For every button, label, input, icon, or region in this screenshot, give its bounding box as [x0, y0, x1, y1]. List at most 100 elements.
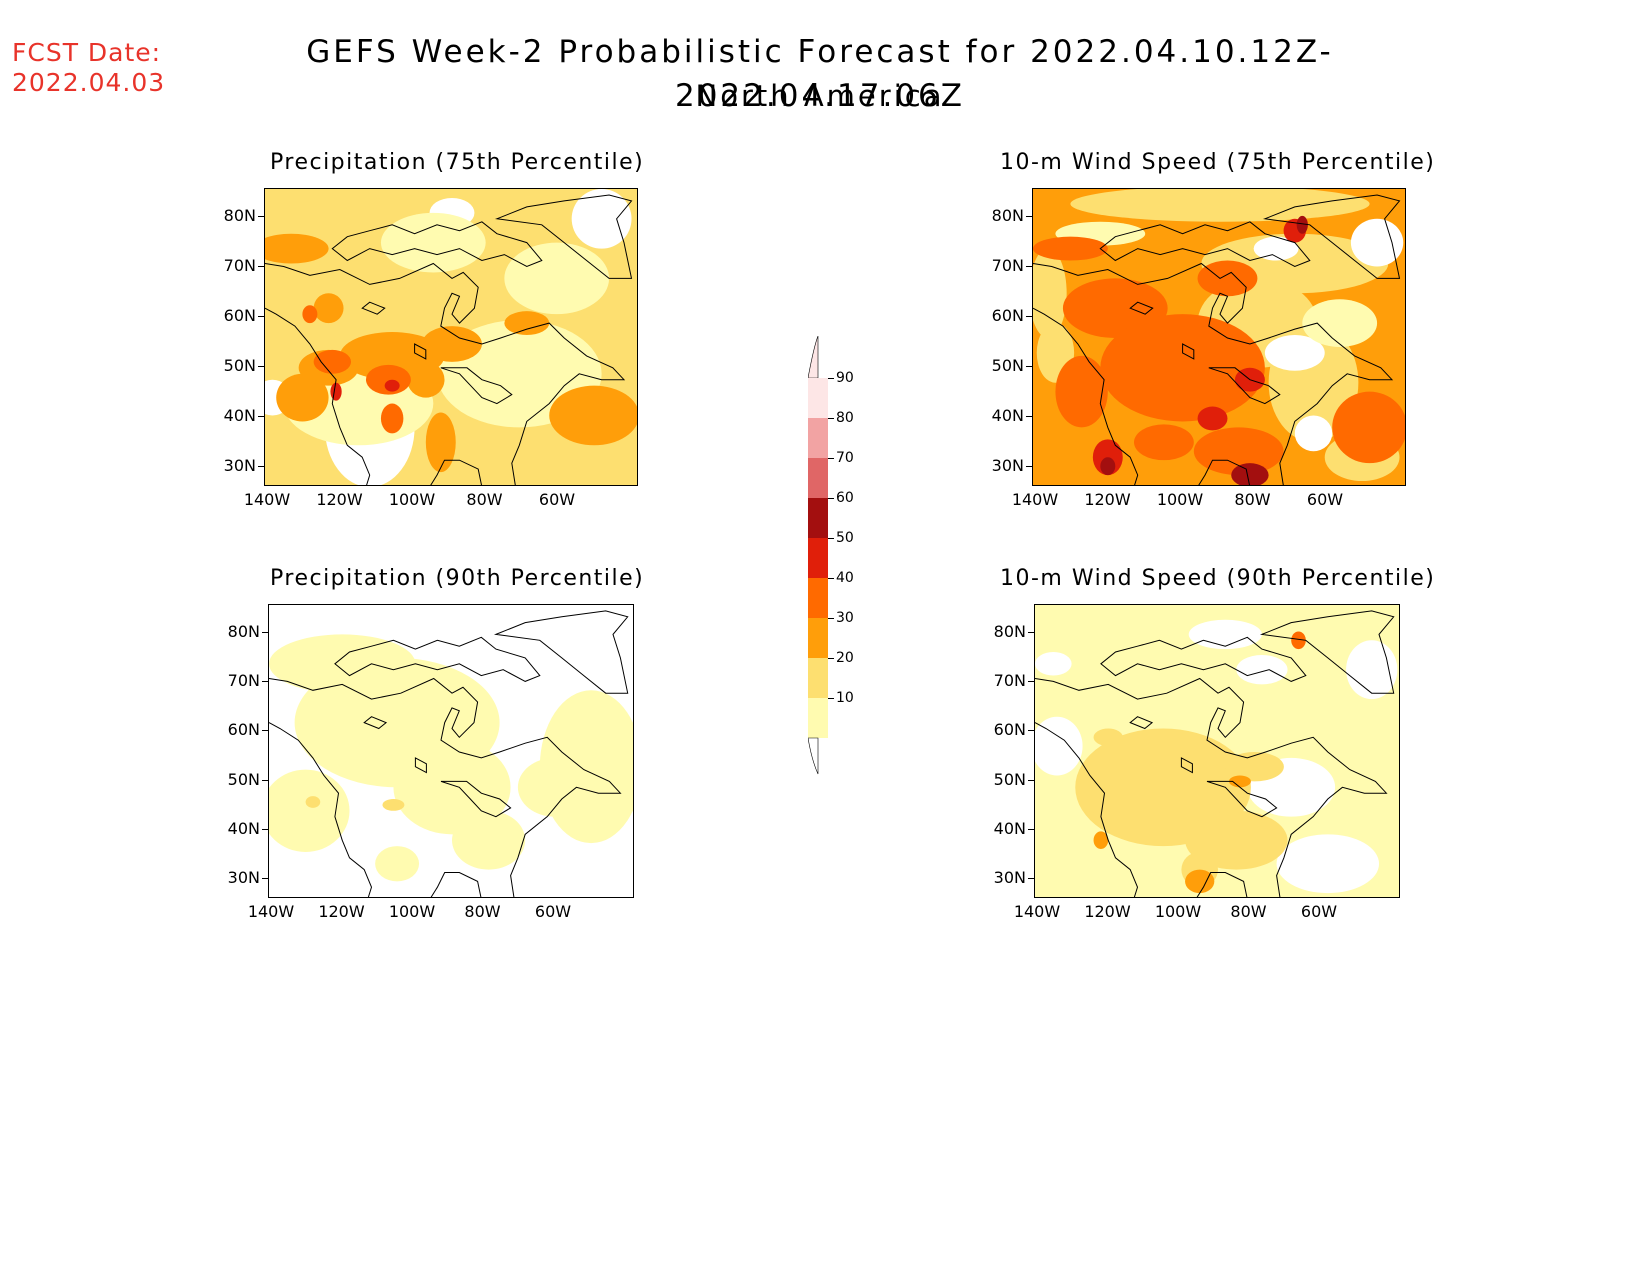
lon-tick-label: 80W [1234, 490, 1271, 509]
lon-tick-label: 120W [318, 902, 365, 921]
coastline [265, 262, 626, 485]
probability-contour-region [313, 349, 352, 374]
lat-tick-label: 40N [223, 406, 256, 425]
probability-contour-region [1350, 218, 1404, 267]
probability-contour-region [1225, 752, 1284, 782]
lon-tick-label: 140W [1013, 902, 1061, 921]
probability-contour-region [384, 379, 400, 392]
probability-contour-region [1296, 215, 1308, 234]
colorbar-label: 80 [836, 410, 854, 426]
lat-tick [258, 416, 264, 417]
lat-tick [1028, 730, 1034, 732]
lat-tick [1026, 366, 1032, 367]
great-lakes [361, 301, 513, 405]
lon-tick-label: 80W [466, 490, 503, 509]
probability-contour-region [1133, 424, 1194, 461]
lat-tick [1026, 266, 1032, 267]
lon-tick-label: 100W [1154, 902, 1202, 921]
probability-contour-region [365, 364, 411, 395]
lon-tick-label: 120W [1084, 902, 1131, 921]
lat-tick-label: 50N [227, 769, 260, 789]
map-wind-75 [1032, 188, 1406, 486]
colorbar-bottom-cap [808, 737, 819, 775]
fcst-label: FCST Date: [12, 38, 162, 67]
colorbar-segment [808, 538, 828, 578]
probability-contour-region [1332, 391, 1405, 464]
lon-tick-label: 80W [464, 902, 501, 921]
probability-contour-region [504, 311, 550, 336]
probability-contour-region [1236, 654, 1288, 685]
probability-contour-region [407, 361, 445, 398]
great-lakes [1129, 716, 1278, 818]
probability-contour-region [425, 412, 456, 473]
probability-contour-region [382, 799, 405, 811]
lat-tick [1028, 828, 1034, 830]
colorbar-segment [808, 578, 828, 618]
lat-tick-label: 40N [991, 406, 1024, 425]
lat-tick [258, 316, 264, 317]
probability-contour-region [1193, 427, 1284, 476]
probability-contour-region [1228, 775, 1251, 788]
lat-tick-label: 70N [227, 671, 260, 691]
probability-contour-region [1035, 716, 1083, 776]
arctic-islands [331, 194, 633, 279]
lat-tick-label: 60N [991, 306, 1024, 325]
colorbar-label: 40 [836, 570, 854, 586]
map-precip-90 [268, 604, 634, 898]
lat-tick-label: 70N [993, 671, 1026, 691]
lat-tick-label: 40N [993, 818, 1026, 838]
probability-contour-region [269, 769, 350, 852]
probability-contour-region [1276, 834, 1380, 894]
colorbar-segment [808, 498, 828, 538]
forecast-date-label: FCST Date: 2022.04.03 [12, 38, 165, 98]
lat-tick [1028, 681, 1034, 683]
probability-contour-region [302, 305, 318, 324]
lon-tick-label: 100W [1156, 490, 1204, 509]
probability-contour-region [422, 326, 482, 362]
probability-contour-region [452, 810, 526, 870]
main-title: GEFS Week-2 Probabilistic Forecast for 2… [306, 34, 1334, 114]
probability-contour-region [1231, 463, 1269, 485]
probability-contour-region [1197, 260, 1258, 297]
lat-tick [258, 466, 264, 467]
great-lakes [1129, 301, 1281, 405]
lon-tick-label: 80W [1230, 902, 1267, 921]
probability-contour-region [1070, 189, 1370, 222]
probability-contour-region [375, 846, 420, 882]
colorbar-label: 10 [836, 690, 854, 706]
main-subtitle: North America [695, 79, 945, 113]
probability-contour-region [276, 373, 329, 422]
lat-tick-label: 60N [993, 720, 1026, 740]
lat-tick-label: 50N [991, 356, 1024, 375]
probability-contour-region [269, 634, 416, 694]
lat-tick [262, 828, 268, 830]
arctic-islands [1099, 194, 1401, 279]
arctic-islands [1100, 610, 1395, 694]
lat-tick-label: 30N [991, 456, 1024, 475]
probability-contour-region [1035, 652, 1072, 676]
colorbar-segment [808, 658, 828, 698]
probability-contour-region [380, 403, 404, 434]
great-lakes [363, 716, 512, 818]
lat-tick [262, 681, 268, 683]
lon-tick-label: 140W [247, 902, 295, 921]
colorbar-label: 20 [836, 650, 854, 666]
colorbar-label: 60 [836, 490, 854, 506]
coastline [1033, 262, 1394, 485]
coastline [269, 677, 622, 897]
lon-tick-label: 60W [1306, 490, 1344, 509]
panel-title-wind-90: 10-m Wind Speed (90th Percentile) [1000, 566, 1436, 591]
probability-contour-region [330, 382, 342, 401]
probability-contour-region [1185, 869, 1215, 894]
lat-tick [1026, 466, 1032, 467]
arctic-islands [334, 610, 629, 694]
lat-tick-label: 70N [223, 256, 256, 275]
probability-contour-region [313, 293, 344, 324]
probability-contour-region [305, 796, 321, 808]
probability-contour-region [1033, 236, 1108, 261]
colorbar-label: 90 [836, 370, 854, 386]
lat-tick-label: 80N [227, 622, 260, 641]
probability-contour-region [517, 757, 592, 817]
lat-tick [258, 366, 264, 367]
lat-tick [258, 216, 264, 217]
